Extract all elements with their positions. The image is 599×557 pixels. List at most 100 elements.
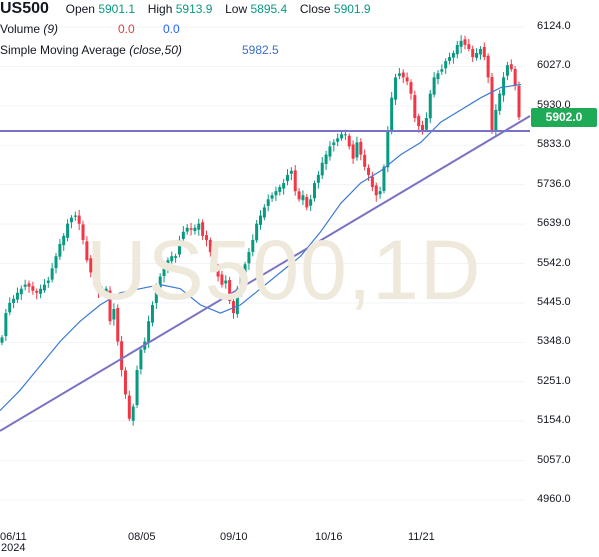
legend: US500 Open 5901.1 High 5913.9 Low 5895.4…	[0, 0, 420, 60]
candle-body	[417, 116, 421, 127]
candle-body	[301, 195, 305, 201]
candle-body	[131, 406, 135, 421]
sma-line	[0, 83, 522, 412]
candle-body	[42, 284, 46, 291]
candle-body	[355, 142, 359, 158]
candle-body	[405, 77, 409, 82]
candle-body	[4, 313, 8, 336]
candle-body	[239, 276, 243, 291]
candle-body	[482, 46, 486, 58]
symbol-label[interactable]: US500	[0, 0, 49, 17]
candle-body	[174, 256, 178, 258]
candle-body	[332, 142, 336, 146]
candle-body	[394, 77, 398, 100]
time-tick-label: 11/21	[408, 531, 435, 543]
candle-body	[247, 252, 251, 264]
candle-body	[397, 73, 401, 76]
candle-body	[19, 288, 23, 295]
candle-body	[444, 61, 448, 69]
candle-body	[216, 269, 220, 277]
candle-body	[127, 395, 131, 419]
candle-body	[89, 258, 93, 273]
sma-path	[0, 83, 522, 412]
candle-body	[93, 271, 97, 285]
candle-body	[463, 39, 467, 45]
candle-body	[448, 57, 452, 61]
candle-body	[502, 77, 506, 96]
price-tick-label: 5542.0	[537, 256, 571, 269]
candle-body	[471, 48, 475, 58]
price-tick-label: 5057.0	[537, 453, 571, 466]
open-label: Open	[65, 2, 95, 16]
candlestick-series	[0, 35, 521, 426]
candle-body	[351, 144, 355, 159]
candle-body	[409, 82, 413, 94]
candle-body	[166, 260, 170, 269]
candle-body	[46, 280, 50, 283]
candle-body	[459, 40, 463, 47]
candle-body	[108, 290, 112, 322]
candle-body	[150, 304, 154, 323]
candle-body	[293, 170, 297, 192]
candle-body	[201, 222, 205, 236]
candle-body	[15, 292, 19, 300]
candle-body	[177, 239, 181, 255]
close-label: Close	[299, 2, 331, 16]
candle-body	[251, 239, 255, 252]
candle-body	[23, 284, 27, 287]
candle-body	[185, 227, 189, 232]
candle-body	[328, 146, 332, 157]
chart-grid	[0, 26, 525, 501]
candle-body	[467, 44, 471, 49]
candle-body	[498, 93, 502, 111]
candle-body	[193, 227, 197, 231]
candle-body	[309, 199, 313, 206]
sma-param: (close,50)	[129, 43, 182, 57]
candle-body	[324, 154, 328, 164]
year-label: 2024	[1, 542, 26, 554]
candle-body	[320, 162, 324, 176]
candle-body	[347, 135, 351, 147]
candle-body	[286, 174, 290, 182]
candle-body	[421, 124, 425, 131]
price-tick-label: 5154.0	[537, 414, 571, 427]
candle-body	[73, 215, 77, 217]
candle-body	[255, 223, 259, 241]
candle-body	[451, 53, 455, 58]
candle-body	[336, 138, 340, 142]
watermark: US500,1D	[86, 223, 482, 317]
candle-body	[8, 302, 12, 313]
candle-body	[77, 215, 81, 224]
candle-body	[297, 191, 301, 200]
candle-body	[374, 185, 378, 196]
candle-body	[316, 174, 320, 183]
candle-body	[58, 243, 62, 257]
candle-body	[359, 141, 363, 155]
candle-body	[243, 264, 247, 275]
candle-body	[282, 183, 286, 189]
candle-body	[162, 268, 166, 277]
candle-body	[386, 130, 390, 168]
candle-body	[112, 309, 116, 320]
candle-body	[370, 176, 374, 188]
price-tick-label: 5833.0	[537, 138, 571, 151]
time-tick-label: 10/16	[315, 531, 343, 543]
sma-label[interactable]: Simple Moving Average	[0, 43, 126, 57]
candle-body	[197, 223, 201, 230]
candle-body	[343, 134, 347, 136]
price-tick-label: 5251.0	[537, 374, 571, 387]
candle-body	[231, 301, 235, 314]
low-value: 5895.4	[250, 2, 288, 16]
candle-body	[517, 86, 521, 118]
candle-body	[189, 228, 193, 230]
candle-body	[27, 283, 31, 287]
candle-body	[259, 215, 262, 225]
candle-body	[440, 69, 444, 72]
volume-label[interactable]: Volume	[0, 22, 41, 36]
candle-body	[104, 288, 108, 292]
candle-body	[486, 55, 490, 78]
candle-body	[401, 72, 405, 78]
candle-body	[158, 276, 162, 288]
trendlines[interactable]	[0, 115, 531, 432]
